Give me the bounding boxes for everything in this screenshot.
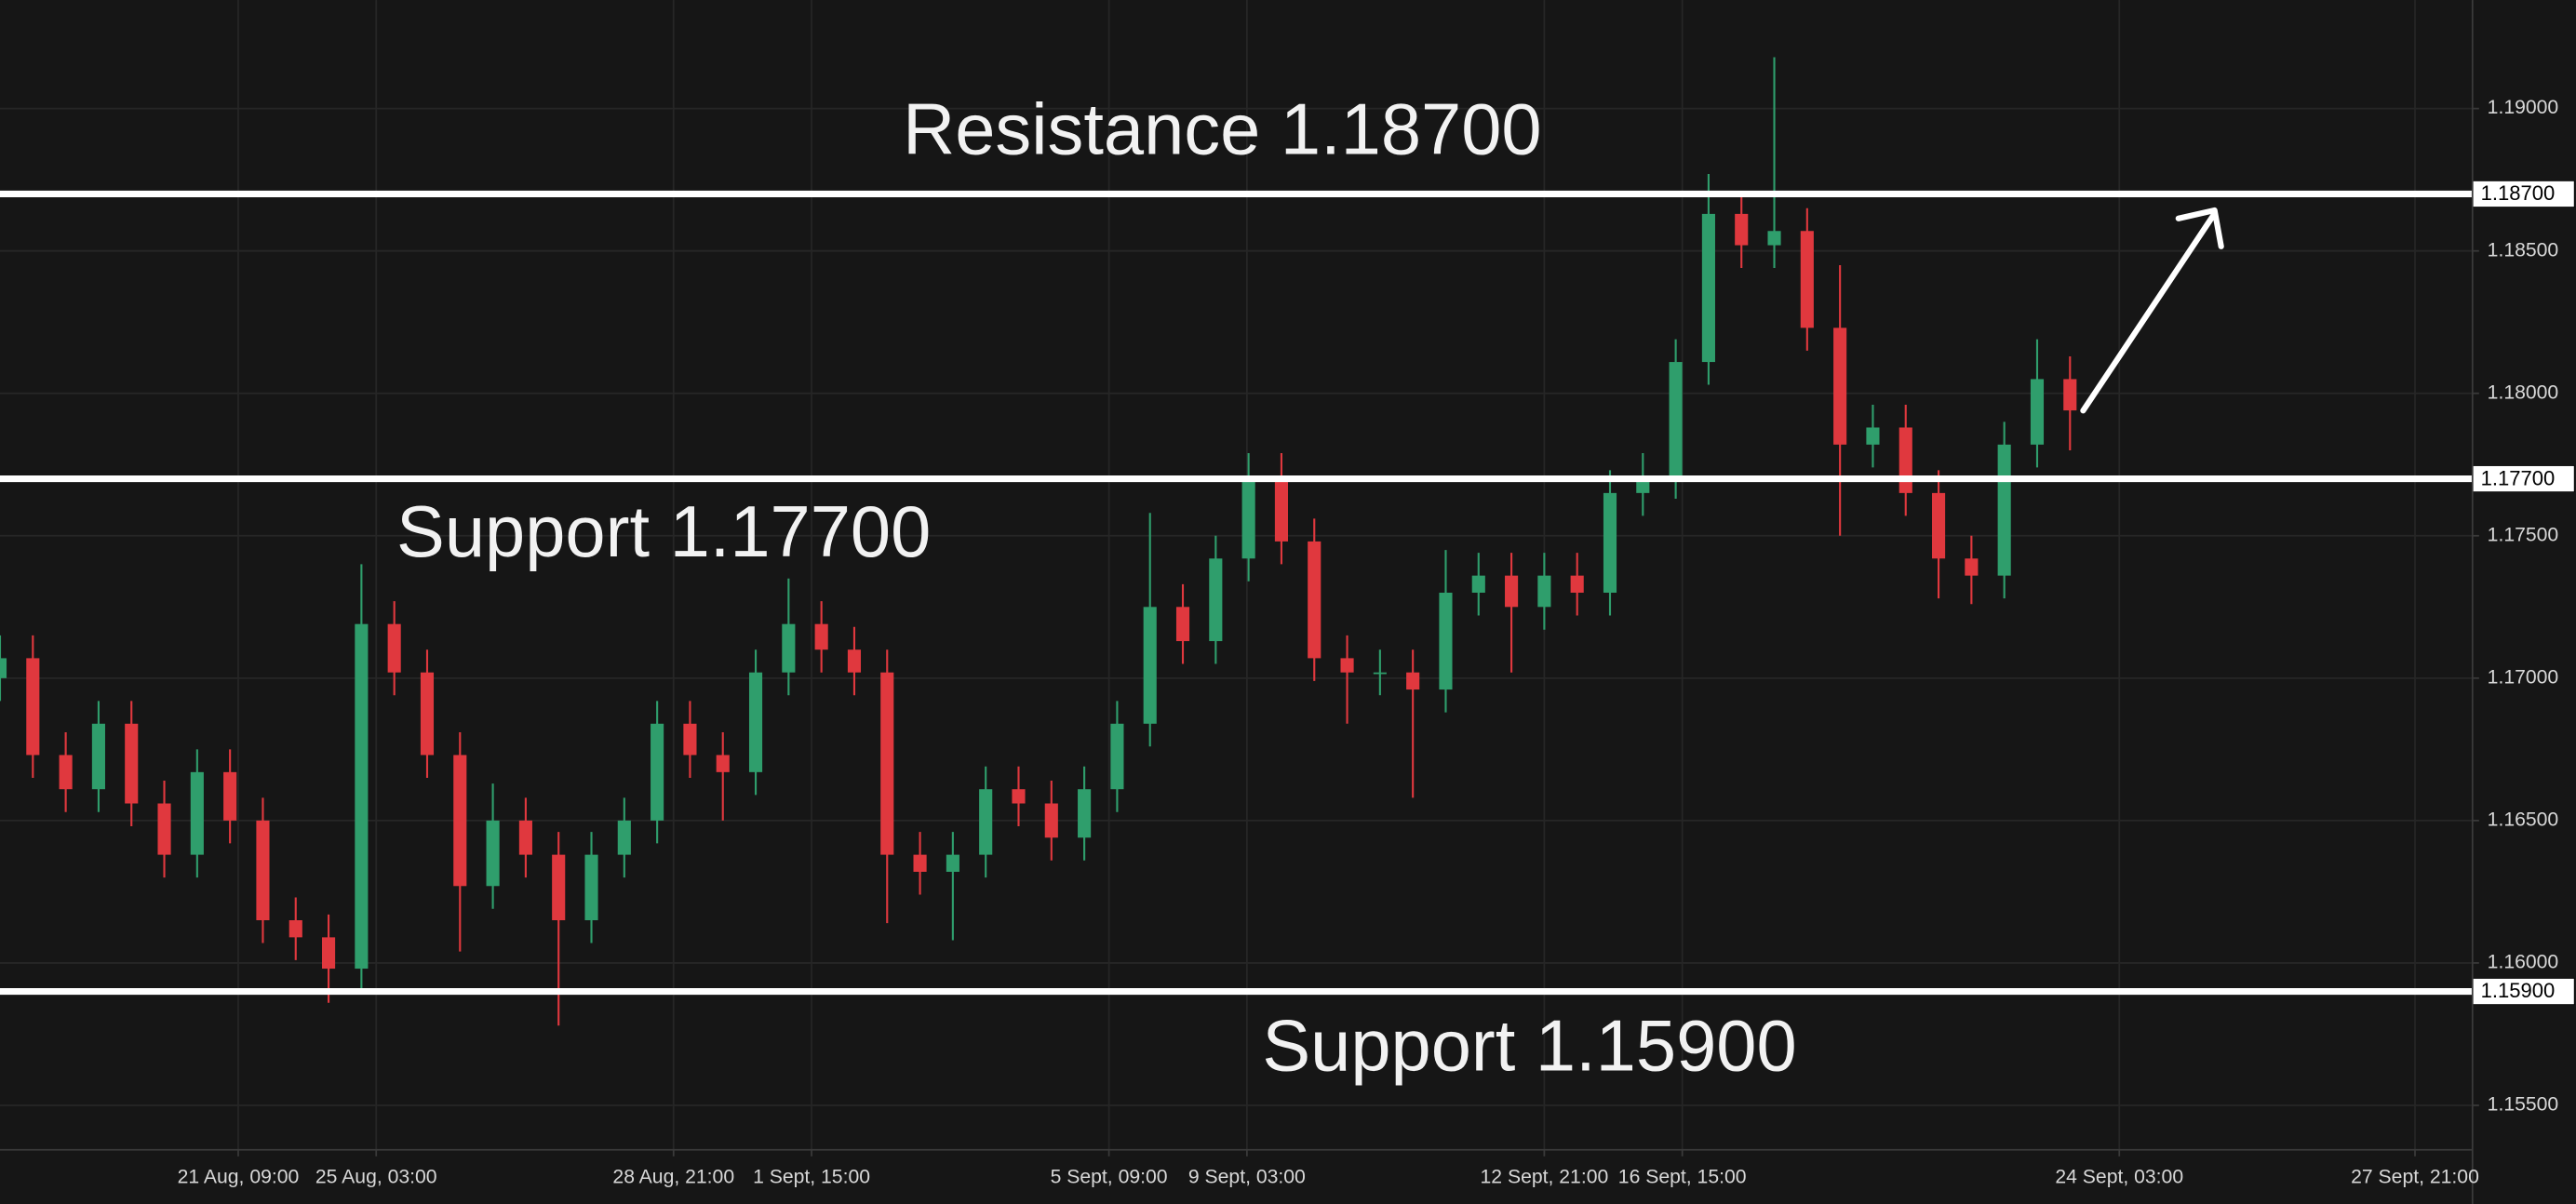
candle-body (1340, 658, 1354, 673)
candle-body (946, 854, 959, 872)
levels: 1.18700 1.17700 1.15900 (0, 180, 2575, 1006)
candle-body (1175, 607, 1190, 642)
candle-body (847, 649, 862, 673)
candle-body (59, 755, 73, 790)
candle-body (322, 937, 336, 970)
candle-body (2063, 379, 2077, 411)
x-tick-label: 27 Sept, 21:00 (2351, 1166, 2479, 1187)
candle-body (1735, 213, 1749, 246)
candle-body (1241, 475, 1255, 559)
candle-body (1439, 593, 1453, 690)
x-tick-label: 5 Sept, 09:00 (1051, 1166, 1168, 1187)
candle-body (453, 755, 467, 887)
candle-body (913, 854, 927, 872)
candle-body (26, 658, 40, 756)
candle-body (256, 820, 270, 921)
candle-body (1932, 492, 1946, 559)
candle-body (1898, 427, 1912, 493)
candle-body (880, 672, 894, 855)
candle-body (1833, 328, 1847, 445)
candle-body (1800, 231, 1814, 328)
candle-body (355, 623, 369, 970)
candle-body (190, 771, 204, 855)
candle-body (552, 854, 566, 921)
level-label: 1.18700 (2481, 181, 2556, 205)
axes: 1.15500 1.16000 1.16500 1.17000 1.17500 1.180… (178, 97, 2559, 1187)
candle-body (518, 820, 532, 855)
candle-body (617, 820, 631, 855)
level-label: 1.15900 (2481, 979, 2556, 1002)
candle-body (288, 920, 302, 938)
candle-body (1308, 541, 1322, 659)
arrow-head (2175, 207, 2224, 249)
candle-body (683, 723, 697, 756)
x-tick-label: 21 Aug, 09:00 (178, 1166, 300, 1187)
y-tick-label: 1.16500 (2488, 809, 2559, 830)
level-badge (2472, 977, 2575, 1006)
y-tick-label: 1.15500 (2488, 1094, 2559, 1116)
annotation: Resistance 1.18700 (903, 89, 1541, 169)
y-tick-label: 1.19000 (2488, 97, 2559, 118)
x-tick-label: 24 Sept, 03:00 (2055, 1166, 2183, 1187)
level-label: 1.17700 (2481, 466, 2556, 489)
candle-body (420, 672, 435, 756)
level-badge (2472, 465, 2575, 493)
candle-body (1143, 607, 1157, 724)
candle-body (0, 658, 7, 678)
y-tick-label: 1.18500 (2488, 239, 2559, 261)
candle-body (1274, 475, 1288, 542)
candle-body (1373, 672, 1387, 675)
candle-body (716, 755, 730, 772)
candle-body (1537, 575, 1551, 608)
candle-body (1669, 362, 1683, 476)
candle-body (979, 789, 993, 855)
candle-body (1997, 444, 2011, 576)
candle-body (1965, 558, 1979, 576)
candle-body (1471, 575, 1485, 594)
candle-body (1209, 558, 1223, 642)
candle-body (651, 723, 664, 821)
candles (0, 57, 2077, 1026)
candle-body (1866, 427, 1880, 445)
candle-body (584, 854, 598, 921)
candle-body (1110, 723, 1124, 790)
candle-body (782, 623, 796, 673)
trend-arrow (2080, 207, 2224, 414)
y-tick-label: 1.17000 (2488, 666, 2559, 688)
candle-body (1767, 231, 1781, 246)
x-tick-label: 25 Aug, 03:00 (315, 1166, 437, 1187)
x-tick-label: 12 Sept, 21:00 (1481, 1166, 1609, 1187)
x-tick-label: 9 Sept, 03:00 (1188, 1166, 1306, 1187)
candle-body (748, 672, 763, 772)
candle-body (1078, 789, 1092, 838)
candle-body (2030, 379, 2045, 445)
y-tick-label: 1.18000 (2488, 381, 2559, 403)
y-tick-label: 1.16000 (2488, 952, 2559, 973)
candle-body (223, 771, 237, 821)
level-badge (2472, 180, 2575, 208)
candle-body (1044, 803, 1058, 838)
candle-body (387, 623, 401, 673)
candle-body (1570, 575, 1584, 594)
candle-body (157, 803, 171, 855)
candle-body (125, 723, 139, 804)
x-tick-label: 28 Aug, 21:00 (612, 1166, 734, 1187)
candle-body (1505, 575, 1519, 608)
candle-body (486, 820, 500, 887)
annotation: Support 1.15900 (1262, 1006, 1796, 1086)
arrow-shaft (2080, 210, 2218, 414)
candle-body (814, 623, 828, 650)
x-tick-label: 1 Sept, 15:00 (753, 1166, 870, 1187)
candle-body (1012, 789, 1026, 804)
candle-body (91, 723, 105, 790)
annotation: Support 1.17700 (396, 492, 931, 572)
x-tick-label: 16 Sept, 15:00 (1618, 1166, 1747, 1187)
candle-body (1603, 492, 1617, 594)
candle-body (1701, 213, 1715, 363)
candle-body (1406, 672, 1420, 690)
y-tick-label: 1.17500 (2488, 524, 2559, 545)
